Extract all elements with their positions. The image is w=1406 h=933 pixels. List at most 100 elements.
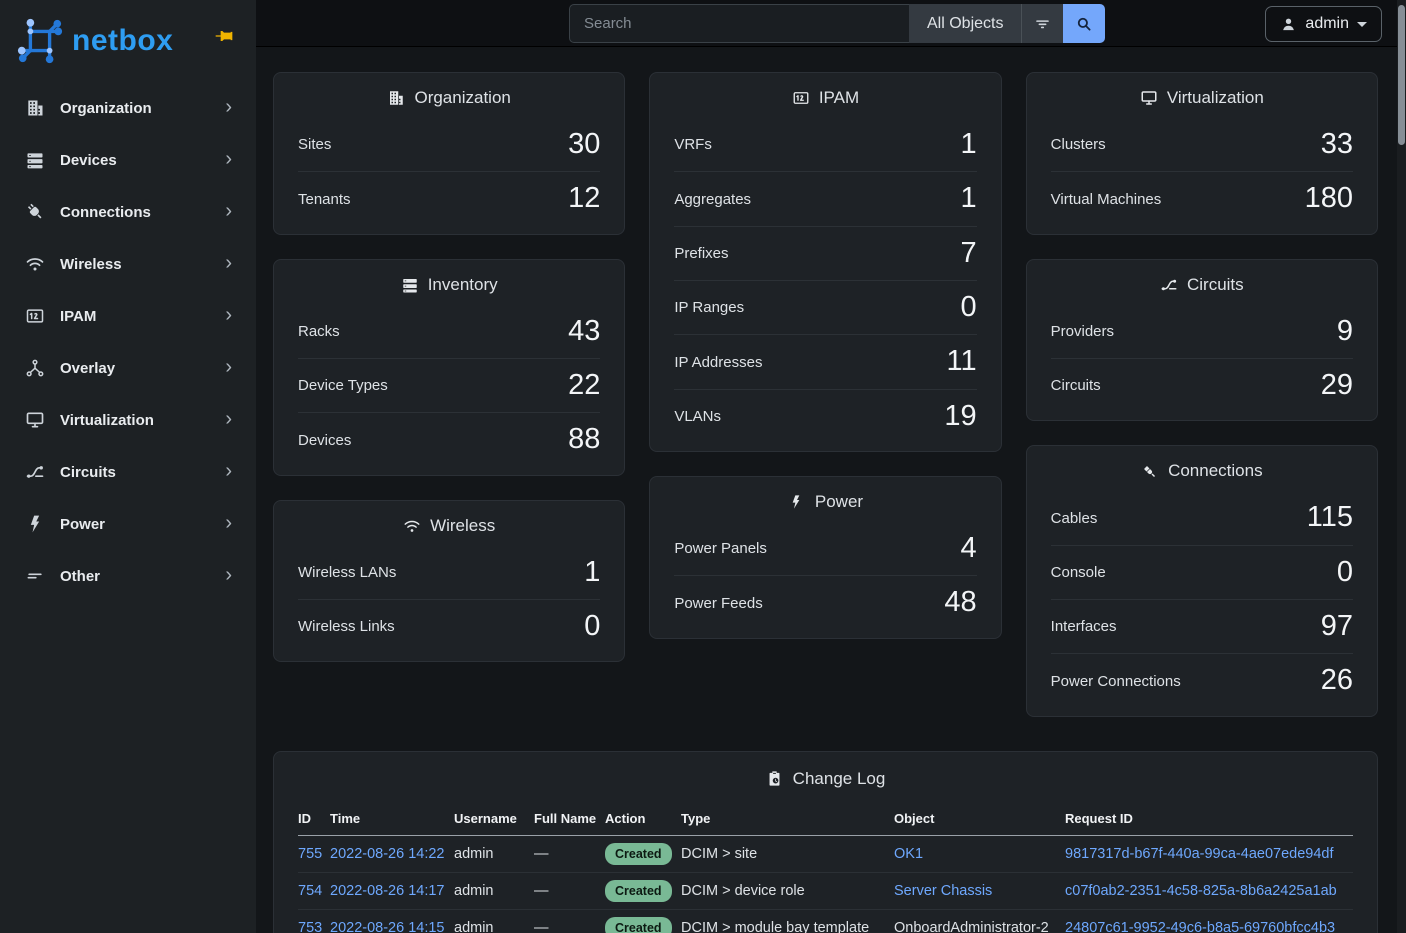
stat-label[interactable]: Prefixes (674, 244, 729, 262)
wifi-icon (403, 517, 421, 535)
chevron-right-icon: › (225, 563, 232, 586)
stat-value[interactable]: 7 (960, 236, 977, 269)
building-icon (387, 89, 405, 107)
stat-value[interactable]: 33 (1320, 128, 1353, 160)
change-request-id-link[interactable]: c07f0ab2-2351-4c58-825a-8b6a2425a1ab (1065, 882, 1337, 899)
change-id-link[interactable]: 753 (298, 919, 323, 933)
plug-icon (24, 201, 46, 223)
stat-value[interactable]: 0 (1336, 555, 1353, 588)
stat-value[interactable]: 1 (960, 128, 977, 160)
stat-row: IP Ranges 0 (674, 280, 977, 334)
stat-value[interactable]: 1 (960, 182, 977, 215)
dashboard-content: Organization Sites 30 Tenants 12 (256, 47, 1406, 933)
stat-value[interactable]: 88 (568, 423, 601, 456)
stat-label[interactable]: Power Connections (1050, 672, 1181, 690)
search-input[interactable] (569, 4, 909, 43)
sidebar-item-virtualization[interactable]: Virtualization › (8, 400, 248, 440)
sidebar-item-label: Other (60, 567, 101, 585)
stat-label[interactable]: IP Addresses (674, 353, 763, 371)
stat-value[interactable]: 0 (960, 291, 977, 324)
stat-label[interactable]: Cables (1050, 509, 1098, 527)
stat-value[interactable]: 9 (1336, 314, 1353, 347)
stat-value[interactable]: 26 (1320, 664, 1353, 697)
stat-value[interactable]: 0 (584, 610, 601, 643)
stat-label[interactable]: Racks (298, 322, 340, 340)
stat-label[interactable]: Aggregates (674, 190, 752, 208)
stat-row: VLANs 19 (674, 388, 977, 443)
stat-label[interactable]: Clusters (1050, 136, 1106, 154)
sidebar-item-organization[interactable]: Organization › (8, 88, 248, 128)
stat-label[interactable]: Device Types (298, 377, 388, 395)
netbox-logo-icon[interactable] (16, 17, 64, 65)
sidebar-item-circuits[interactable]: Circuits › (8, 452, 248, 492)
change-id-link[interactable]: 754 (298, 882, 323, 899)
stat-value[interactable]: 180 (1304, 182, 1353, 215)
sidebar-item-connections[interactable]: Connections › (8, 192, 248, 232)
stat-row: Power Connections 26 (1050, 653, 1353, 707)
stat-value[interactable]: 4 (960, 532, 977, 565)
change-object-link[interactable]: OK1 (894, 845, 924, 862)
column-header-username: Username (454, 802, 534, 836)
column-header-id: ID (298, 802, 330, 836)
column-header-full-name: Full Name (534, 802, 605, 836)
change-time-link[interactable]: 2022-08-26 14:17 (330, 882, 445, 899)
sidebar-item-overlay[interactable]: Overlay › (8, 348, 248, 388)
sidebar-pin-icon[interactable] (214, 26, 234, 46)
stat-value[interactable]: 97 (1320, 610, 1353, 643)
stat-label[interactable]: Wireless LANs (298, 563, 397, 581)
stat-label[interactable]: Interfaces (1050, 618, 1117, 636)
sidebar-item-wireless[interactable]: Wireless › (8, 244, 248, 284)
user-menu-button[interactable]: admin (1265, 6, 1382, 42)
stat-label[interactable]: Devices (298, 431, 352, 449)
stat-label[interactable]: VLANs (674, 407, 722, 425)
netbox-logo-text[interactable]: netbox (72, 24, 174, 57)
stat-label[interactable]: Tenants (298, 190, 351, 208)
sidebar-item-devices[interactable]: Devices › (8, 140, 248, 180)
search-submit-button[interactable] (1063, 4, 1106, 43)
change-id-link[interactable]: 755 (298, 845, 323, 862)
graph-icon (24, 357, 46, 379)
stat-value[interactable]: 22 (568, 369, 601, 402)
stat-value[interactable]: 43 (568, 314, 601, 347)
stat-value[interactable]: 30 (568, 128, 601, 160)
change-time-link[interactable]: 2022-08-26 14:15 (330, 919, 445, 933)
stat-value[interactable]: 29 (1320, 369, 1353, 402)
stat-value[interactable]: 12 (568, 182, 601, 215)
sidebar-item-other[interactable]: Other › (8, 556, 248, 596)
card-title-text: Power (814, 492, 864, 512)
change-request-id-link[interactable]: 9817317d-b67f-440a-99ca-4ae07ede94df (1065, 845, 1334, 862)
stat-label[interactable]: Circuits (1050, 377, 1101, 395)
page-scrollbar (1397, 0, 1406, 933)
stat-row: Aggregates 1 (674, 171, 977, 225)
stat-label[interactable]: Power Feeds (674, 594, 763, 612)
stat-value[interactable]: 48 (944, 586, 977, 619)
stat-value[interactable]: 115 (1306, 501, 1353, 534)
filter-button[interactable] (1021, 4, 1064, 43)
change-object-link[interactable]: Server Chassis (894, 882, 993, 899)
change-time-link[interactable]: 2022-08-26 14:22 (330, 845, 445, 862)
change-request-id-link[interactable]: 24807c61-9952-49c6-b8a5-69760bfcc4b3 (1065, 919, 1336, 933)
change-full-name: — (534, 835, 605, 873)
stat-value[interactable]: 11 (946, 345, 977, 378)
change-log-table: ID Time Username Full Name Action Type O… (298, 802, 1353, 933)
stat-label[interactable]: IP Ranges (674, 299, 745, 317)
sidebar-item-ipam[interactable]: IPAM › (8, 296, 248, 336)
stat-label[interactable]: Console (1050, 563, 1106, 581)
stat-label[interactable]: Power Panels (674, 540, 767, 558)
stat-value[interactable]: 19 (944, 399, 977, 432)
wifi-icon (24, 253, 46, 275)
search-scope-dropdown[interactable]: All Objects (909, 4, 1022, 43)
stat-label[interactable]: Virtual Machines (1050, 190, 1162, 208)
stat-label[interactable]: VRFs (674, 136, 712, 154)
change-log-title: Change Log (298, 752, 1353, 803)
stat-row: Clusters 33 (1051, 117, 1353, 171)
stat-label[interactable]: Providers (1050, 322, 1115, 340)
stat-label[interactable]: Sites (298, 136, 332, 154)
scrollbar-thumb[interactable] (1398, 5, 1405, 145)
stat-value[interactable]: 1 (584, 555, 601, 588)
chevron-right-icon: › (225, 355, 232, 378)
sidebar-item-power[interactable]: Power › (8, 504, 248, 544)
stat-label[interactable]: Wireless Links (298, 618, 395, 636)
card-virtualization: Virtualization Clusters 33 Virtual Machi… (1025, 72, 1378, 235)
